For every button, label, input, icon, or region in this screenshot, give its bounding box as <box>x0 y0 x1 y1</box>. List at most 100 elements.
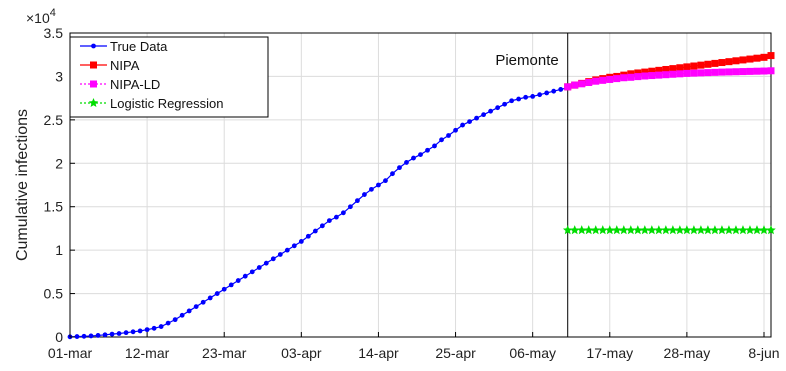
data-point <box>411 155 416 161</box>
legend-label: True Data <box>110 39 168 54</box>
data-point <box>165 320 171 326</box>
series-nipa-ld <box>564 67 775 91</box>
data-point <box>655 71 663 79</box>
data-point <box>116 331 122 336</box>
x-tick-label: 23-mar <box>202 345 247 361</box>
data-point <box>186 308 192 314</box>
legend-marker <box>90 80 97 88</box>
y-exponent-base: ×10 <box>26 10 50 26</box>
data-point <box>627 73 635 81</box>
data-point <box>137 328 143 334</box>
data-point <box>592 77 600 85</box>
data-point <box>576 225 587 235</box>
data-point <box>340 210 346 216</box>
data-point <box>725 68 733 76</box>
data-point <box>626 225 636 235</box>
data-point <box>495 105 501 111</box>
x-tick-label: 28-may <box>664 345 711 361</box>
data-point <box>530 94 536 99</box>
data-point <box>333 214 339 220</box>
data-point <box>676 64 684 72</box>
series-line <box>69 87 568 338</box>
data-point <box>683 63 691 71</box>
y-tick-label: 0 <box>55 329 63 345</box>
data-point <box>753 67 761 75</box>
x-tick-label: 17-may <box>586 345 633 361</box>
data-point <box>404 160 409 165</box>
data-point <box>551 88 557 94</box>
legend: True Data NIPA NIPA-LD Logistic Regression <box>69 36 269 118</box>
data-point <box>648 72 656 80</box>
legend-marker <box>90 61 97 69</box>
ticks <box>69 32 765 338</box>
data-point <box>256 265 262 270</box>
data-point <box>144 327 150 333</box>
data-point <box>585 79 593 87</box>
data-point <box>590 225 601 235</box>
data-point <box>662 65 670 73</box>
data-point <box>284 247 290 253</box>
data-point <box>634 69 642 77</box>
data-point <box>74 334 80 339</box>
data-point <box>460 122 465 128</box>
y-tick-label: 2 <box>55 155 63 171</box>
y-tick-label: 2.5 <box>44 112 64 128</box>
data-point <box>523 94 529 100</box>
data-point <box>564 83 572 91</box>
data-point <box>439 137 444 143</box>
data-point <box>766 225 776 235</box>
data-point <box>710 225 720 235</box>
data-point <box>200 299 206 305</box>
data-point <box>613 75 621 83</box>
grid <box>70 33 771 337</box>
legend-marker <box>88 98 99 108</box>
data-point <box>690 62 698 70</box>
data-point <box>102 332 108 338</box>
data-point <box>711 59 719 67</box>
data-point <box>481 112 486 118</box>
data-point <box>731 225 741 235</box>
data-point <box>172 317 178 323</box>
y-tick-label: 1 <box>55 242 63 258</box>
data-point <box>739 68 747 76</box>
data-point <box>689 225 699 235</box>
x-tick-label: 12-mar <box>125 345 170 361</box>
data-point <box>446 133 451 138</box>
y-tick-label: 3 <box>55 68 63 84</box>
data-point <box>662 71 670 79</box>
data-point <box>746 55 754 63</box>
region-annotation: Piemonte <box>495 52 558 69</box>
data-point <box>696 225 706 235</box>
data-point <box>193 304 199 309</box>
data-point <box>745 225 755 235</box>
data-point <box>738 225 748 235</box>
legend-entry: Logistic Regression <box>80 96 223 111</box>
data-point <box>640 225 650 235</box>
y-exponent-label: ×104 <box>26 7 56 26</box>
data-point <box>305 233 311 239</box>
legend-label: NIPA <box>110 58 140 73</box>
data-point <box>207 295 213 301</box>
data-point <box>760 67 768 75</box>
legend-marker <box>91 43 96 49</box>
data-point <box>488 108 493 114</box>
data-point <box>235 278 241 283</box>
data-point <box>474 115 479 121</box>
data-point <box>583 225 594 235</box>
data-point <box>732 57 740 65</box>
data-point <box>544 90 550 96</box>
data-point <box>179 312 185 318</box>
data-point <box>291 243 297 249</box>
data-point <box>242 273 248 279</box>
data-point <box>711 68 719 76</box>
data-point <box>578 80 586 88</box>
data-point <box>682 225 692 235</box>
data-point <box>669 70 677 78</box>
y-axis-label: Cumulative infections <box>14 109 31 261</box>
data-point <box>326 218 332 224</box>
data-point <box>612 225 622 235</box>
data-point <box>648 67 656 75</box>
data-point <box>619 225 629 235</box>
y-tick-label: 0.5 <box>44 286 64 302</box>
